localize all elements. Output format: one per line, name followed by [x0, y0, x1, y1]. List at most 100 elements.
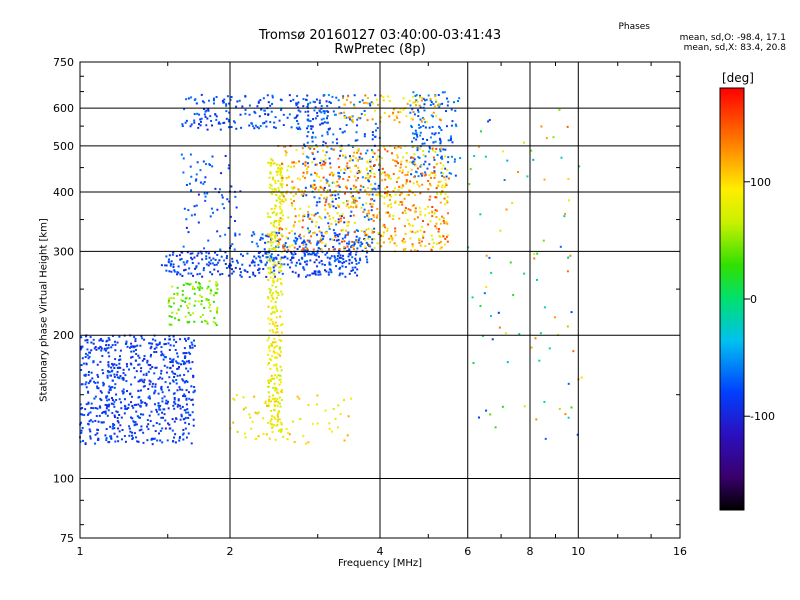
data-point: [303, 239, 306, 242]
data-point: [326, 146, 329, 149]
data-point: [154, 430, 157, 433]
data-point: [221, 99, 224, 102]
data-point: [329, 194, 332, 197]
data-point: [113, 414, 116, 417]
data-point: [278, 271, 281, 274]
data-point: [269, 258, 272, 261]
data-point: [214, 258, 217, 261]
data-point: [298, 235, 301, 238]
data-point: [335, 206, 338, 209]
data-point: [274, 264, 277, 267]
data-point: [422, 150, 425, 153]
data-point: [96, 428, 99, 431]
data-point: [168, 427, 171, 430]
data-point: [295, 149, 298, 152]
data-point: [302, 194, 305, 197]
data-point: [351, 121, 354, 124]
data-point: [344, 168, 347, 171]
data-point: [320, 122, 323, 125]
data-point: [102, 421, 105, 424]
data-point: [274, 374, 277, 377]
data-point: [102, 372, 105, 375]
data-point: [353, 201, 356, 204]
data-point: [190, 341, 193, 344]
data-point: [501, 405, 504, 408]
data-point: [256, 412, 259, 415]
data-point: [165, 269, 168, 272]
data-point: [302, 247, 305, 250]
data-point: [275, 245, 278, 248]
data-point: [416, 149, 419, 152]
data-point: [270, 423, 273, 426]
data-point: [296, 177, 299, 180]
data-point: [341, 272, 344, 275]
data-point: [371, 155, 374, 158]
data-point: [216, 253, 219, 256]
data-point: [434, 132, 437, 135]
data-point: [334, 236, 337, 239]
data-point: [146, 425, 149, 428]
data-point: [118, 335, 121, 338]
data-point: [406, 102, 409, 105]
data-point: [232, 397, 235, 400]
data-point: [393, 187, 396, 190]
data-point: [296, 95, 299, 98]
data-point: [279, 324, 282, 327]
data-point: [141, 337, 144, 340]
data-point: [286, 257, 289, 260]
data-point: [174, 348, 177, 351]
data-point: [446, 195, 449, 198]
data-point: [286, 116, 289, 119]
data-point: [270, 300, 273, 303]
data-point: [430, 101, 433, 104]
data-point: [131, 404, 134, 407]
data-point: [378, 163, 381, 166]
data-point: [178, 386, 181, 389]
data-point: [420, 172, 423, 175]
data-point: [243, 269, 246, 272]
data-point: [181, 293, 184, 296]
data-point: [215, 115, 218, 118]
data-point: [322, 160, 325, 163]
data-point: [81, 383, 84, 386]
data-point: [130, 345, 133, 348]
data-point: [407, 222, 410, 225]
data-point: [270, 253, 273, 256]
data-point: [324, 409, 327, 412]
data-point: [134, 345, 137, 348]
data-point: [356, 274, 359, 277]
data-point: [365, 193, 368, 196]
data-point: [195, 173, 198, 176]
data-point: [367, 243, 370, 246]
data-point: [147, 387, 150, 390]
data-point: [150, 410, 153, 413]
data-point: [203, 113, 206, 116]
data-point: [377, 184, 380, 187]
data-point: [204, 319, 207, 322]
data-point: [421, 138, 424, 141]
data-point: [348, 155, 351, 158]
y-tick-label: 600: [53, 102, 74, 115]
data-point: [168, 338, 171, 341]
data-point: [276, 401, 279, 404]
data-point: [283, 255, 286, 258]
data-point: [310, 253, 313, 256]
data-point: [357, 191, 360, 194]
data-point: [424, 214, 427, 217]
data-point: [413, 249, 416, 252]
data-point: [228, 126, 231, 129]
data-point: [321, 237, 324, 240]
data-point: [431, 238, 434, 241]
data-point: [174, 402, 177, 405]
data-point: [361, 157, 364, 160]
data-point: [435, 216, 438, 219]
data-point: [205, 297, 208, 300]
data-point: [300, 193, 303, 196]
data-point: [350, 269, 353, 272]
data-point: [114, 440, 117, 443]
data-point: [224, 262, 227, 265]
data-point: [182, 171, 185, 174]
data-point: [119, 358, 122, 361]
data-point: [81, 345, 84, 348]
